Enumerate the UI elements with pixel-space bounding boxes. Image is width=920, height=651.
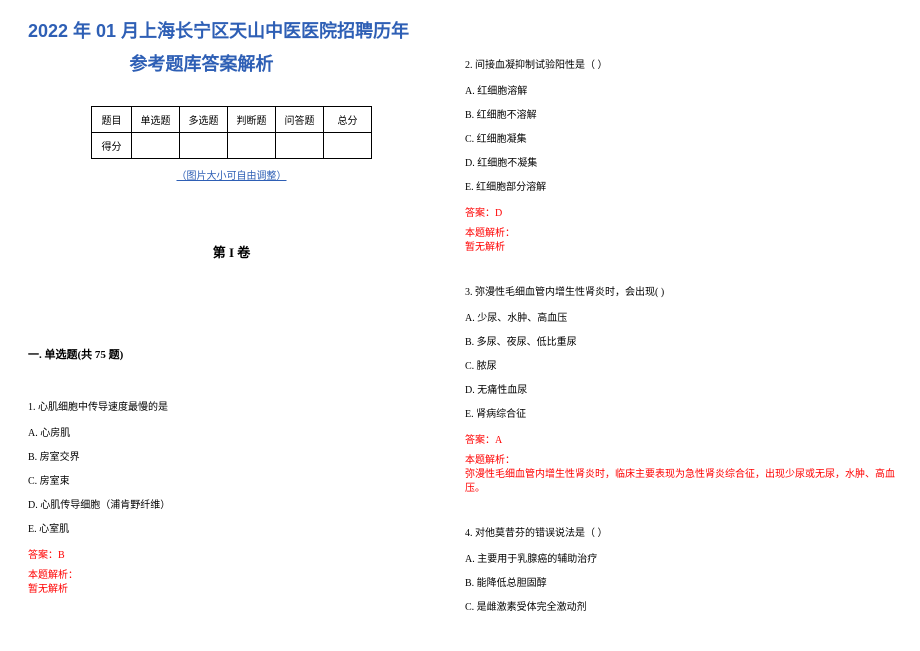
option: B. 红细胞不溶解 — [465, 108, 900, 124]
answer: 答案：D — [465, 204, 900, 219]
score-table: 题目 单选题 多选题 判断题 问答题 总分 得分 — [91, 106, 372, 159]
header-cell: 判断题 — [228, 107, 276, 133]
option: A. 少尿、水肿、高血压 — [465, 311, 900, 327]
option: E. 肾病综合征 — [465, 407, 900, 423]
left-column: 2022 年 01 月上海长宁区天山中医医院招聘历年 参考题库答案解析 题目 单… — [0, 0, 455, 651]
analysis-label: 本题解析： — [465, 227, 900, 241]
option: D. 心肌传导细胞（浦肯野纤维） — [28, 498, 435, 514]
analysis-content: 弥漫性毛细血管内增生性肾炎时，临床主要表现为急性肾炎综合征，出现少尿或无尿，水肿… — [465, 468, 900, 496]
option: B. 房室交界 — [28, 450, 435, 466]
option: B. 多尿、夜尿、低比重尿 — [465, 335, 900, 351]
question-3: 3. 弥漫性毛细血管内增生性肾炎时，会出现( ) A. 少尿、水肿、高血压 B.… — [465, 285, 900, 496]
option: E. 红细胞部分溶解 — [465, 180, 900, 196]
option: B. 能降低总胆固醇 — [465, 576, 900, 592]
question-text: 4. 对他莫昔芬的错误说法是（ ） — [465, 526, 900, 542]
analysis-content: 暂无解析 — [28, 583, 435, 597]
table-score-row: 得分 — [92, 133, 372, 159]
volume-title: 第 I 卷 — [28, 242, 435, 261]
option: D. 无痛性血尿 — [465, 383, 900, 399]
analysis-label: 本题解析： — [465, 454, 900, 468]
right-column: 2. 间接血凝抑制试验阳性是（ ） A. 红细胞溶解 B. 红细胞不溶解 C. … — [455, 0, 920, 651]
option: A. 心房肌 — [28, 426, 435, 442]
analysis-label: 本题解析： — [28, 569, 435, 583]
option: D. 红细胞不凝集 — [465, 156, 900, 172]
row-label-cell: 得分 — [92, 133, 132, 159]
header-cell: 问答题 — [276, 107, 324, 133]
option: C. 红细胞凝集 — [465, 132, 900, 148]
option: A. 红细胞溶解 — [465, 84, 900, 100]
option: C. 脓尿 — [465, 359, 900, 375]
table-header-row: 题目 单选题 多选题 判断题 问答题 总分 — [92, 107, 372, 133]
header-cell: 总分 — [324, 107, 372, 133]
header-cell: 题目 — [92, 107, 132, 133]
question-text: 2. 间接血凝抑制试验阳性是（ ） — [465, 58, 900, 74]
title-line2: 参考题库答案解析 — [28, 51, 435, 78]
table-note-text: （图片大小可自由调整） — [177, 171, 287, 182]
answer: 答案：A — [465, 431, 900, 446]
section-title: 一. 单选题(共 75 题) — [28, 346, 435, 362]
question-text: 1. 心肌细胞中传导速度最慢的是 — [28, 400, 435, 416]
score-cell — [276, 133, 324, 159]
page-container: 2022 年 01 月上海长宁区天山中医医院招聘历年 参考题库答案解析 题目 单… — [0, 0, 920, 651]
question-text: 3. 弥漫性毛细血管内增生性肾炎时，会出现( ) — [465, 285, 900, 301]
option: C. 是雌激素受体完全激动剂 — [465, 600, 900, 616]
answer: 答案：B — [28, 546, 435, 561]
score-cell — [324, 133, 372, 159]
score-cell — [132, 133, 180, 159]
analysis-content: 暂无解析 — [465, 241, 900, 255]
question-1: 1. 心肌细胞中传导速度最慢的是 A. 心房肌 B. 房室交界 C. 房室束 D… — [28, 400, 435, 597]
main-title: 2022 年 01 月上海长宁区天山中医医院招聘历年 参考题库答案解析 — [28, 18, 435, 78]
table-note: （图片大小可自由调整） — [28, 167, 435, 182]
option: E. 心室肌 — [28, 522, 435, 538]
option: A. 主要用于乳腺癌的辅助治疗 — [465, 552, 900, 568]
question-2: 2. 间接血凝抑制试验阳性是（ ） A. 红细胞溶解 B. 红细胞不溶解 C. … — [465, 58, 900, 255]
score-cell — [228, 133, 276, 159]
option: C. 房室束 — [28, 474, 435, 490]
question-4: 4. 对他莫昔芬的错误说法是（ ） A. 主要用于乳腺癌的辅助治疗 B. 能降低… — [465, 526, 900, 616]
header-cell: 多选题 — [180, 107, 228, 133]
score-cell — [180, 133, 228, 159]
header-cell: 单选题 — [132, 107, 180, 133]
title-line1: 2022 年 01 月上海长宁区天山中医医院招聘历年 — [28, 18, 435, 45]
